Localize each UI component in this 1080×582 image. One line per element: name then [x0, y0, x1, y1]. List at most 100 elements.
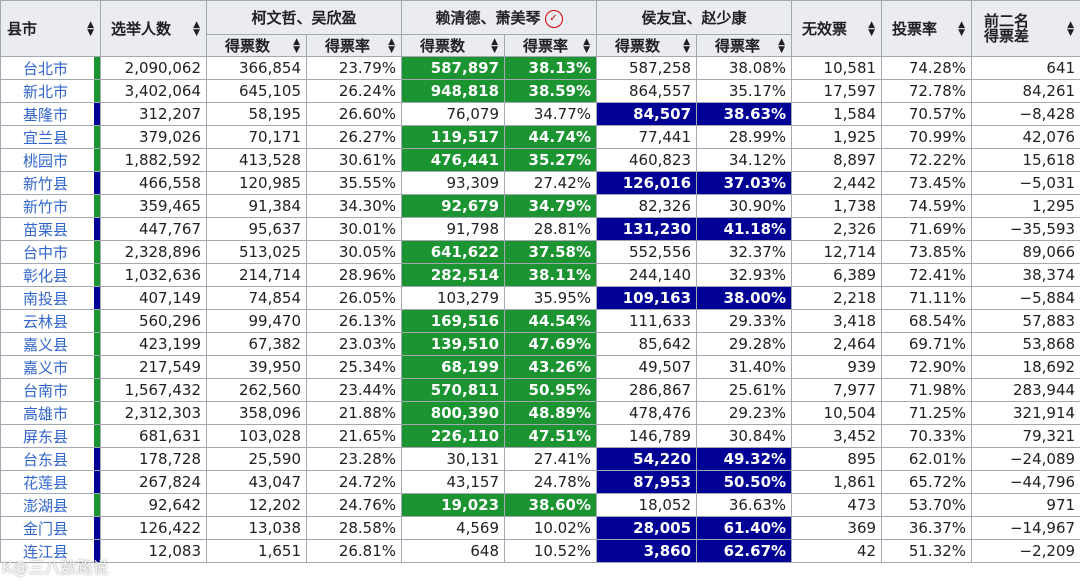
electorate-cell: 407,149: [100, 286, 207, 310]
sort-icon[interactable]: ▲ ▼: [388, 36, 396, 55]
hou-votes-cell: 146,789: [596, 424, 698, 448]
county-link[interactable]: 云林县: [0, 309, 101, 333]
county-link[interactable]: 桃园市: [0, 148, 101, 172]
turnout-cell: 72.90%: [881, 355, 973, 379]
sort-icon[interactable]: ▲ ▼: [778, 36, 786, 55]
hou-pct-cell: 31.40%: [696, 355, 793, 379]
winner-party-bar: [94, 126, 100, 148]
hou-pct-cell: 38.00%: [696, 286, 793, 310]
county-name: 台北市: [23, 59, 69, 78]
lai-pct-cell: 44.54%: [504, 309, 598, 333]
turnout-cell: 70.33%: [881, 424, 973, 448]
lai-pct-cell: 34.79%: [504, 194, 598, 218]
margin-cell: −44,796: [971, 470, 1080, 494]
lai-pct-header[interactable]: 得票率 ▲ ▼: [504, 34, 598, 57]
sort-icon[interactable]: ▲ ▼: [293, 36, 300, 55]
table-row: 台南市 1,567,432 262,560 23.44% 570,811 50.95% 28…: [0, 378, 1080, 402]
invalid-cell: 2,464: [791, 332, 883, 356]
ko-pct-header[interactable]: 得票率 ▲ ▼: [305, 34, 403, 57]
margin-cell: 15,618: [971, 148, 1080, 172]
lai-votes-header[interactable]: 得票数 ▲ ▼: [401, 34, 506, 57]
candidate-lai-header: 赖清德、萧美琴 ✓: [401, 0, 598, 35]
county-name: 苗栗县: [23, 220, 69, 239]
electorate-column-header[interactable]: 选举人数 ▲ ▼: [100, 0, 207, 57]
hou-votes-header[interactable]: 得票数 ▲ ▼: [596, 34, 698, 57]
sort-icon[interactable]: ▲ ▼: [193, 19, 200, 38]
margin-cell: 1,295: [971, 194, 1080, 218]
sort-icon[interactable]: ▲ ▼: [868, 19, 876, 38]
sort-icon[interactable]: ▲ ▼: [958, 19, 966, 38]
table-row: 南投县 407,149 74,854 26.05% 103,279 35.95% 109,1…: [0, 286, 1080, 310]
county-link[interactable]: 彰化县: [0, 263, 101, 287]
sort-icon[interactable]: ▲ ▼: [87, 19, 94, 38]
county-link[interactable]: 台中市: [0, 240, 101, 264]
lai-pct-cell: 50.95%: [504, 378, 598, 402]
table-row: 金门县 126,422 13,038 28.58% 4,569 10.02% 28,005 6…: [0, 516, 1080, 540]
county-link[interactable]: 连江县: [0, 539, 101, 563]
sort-icon[interactable]: ▲ ▼: [683, 36, 691, 55]
winner-party-bar: [94, 517, 100, 539]
winner-stamp-icon: ✓: [544, 9, 563, 28]
sort-icon[interactable]: ▲ ▼: [583, 36, 591, 55]
margin-column-header[interactable]: 前二名 得票差 ▲ ▼: [971, 0, 1080, 57]
lai-votes-cell: 570,811: [401, 378, 506, 402]
winner-party-bar: [94, 540, 100, 562]
county-link[interactable]: 新北市: [0, 79, 101, 103]
county-link[interactable]: 高雄市: [0, 401, 101, 425]
hou-votes-cell: 54,220: [596, 447, 698, 471]
hou-pct-cell: 41.18%: [696, 217, 793, 241]
county-link[interactable]: 嘉义县: [0, 332, 101, 356]
lai-votes-cell: 139,510: [401, 332, 506, 356]
county-link[interactable]: 新竹市: [0, 194, 101, 218]
electorate-cell: 379,026: [100, 125, 207, 149]
hou-pct-header[interactable]: 得票率 ▲ ▼: [696, 34, 793, 57]
electorate-cell: 12,083: [100, 539, 207, 563]
hou-votes-cell: 49,507: [596, 355, 698, 379]
lai-pct-cell: 35.95%: [504, 286, 598, 310]
margin-cell: 38,374: [971, 263, 1080, 287]
county-link[interactable]: 澎湖县: [0, 493, 101, 517]
county-column-header[interactable]: 县市 ▲ ▼: [0, 0, 101, 57]
table-row: 台东县 178,728 25,590 23.28% 30,131 27.41% 54,220…: [0, 447, 1080, 471]
table-row: 嘉义县 423,199 67,382 23.03% 139,510 47.69% 85,64…: [0, 332, 1080, 356]
county-link[interactable]: 花莲县: [0, 470, 101, 494]
turnout-column-header[interactable]: 投票率 ▲ ▼: [881, 0, 973, 57]
county-link[interactable]: 台南市: [0, 378, 101, 402]
electorate-cell: 267,824: [100, 470, 207, 494]
county-link[interactable]: 嘉义市: [0, 355, 101, 379]
county-link[interactable]: 苗栗县: [0, 217, 101, 241]
ko-votes-cell: 120,985: [206, 171, 307, 195]
table-row: 澎湖县 92,642 12,202 24.76% 19,023 38.60% 18,052 3…: [0, 493, 1080, 517]
ko-votes-cell: 67,382: [206, 332, 307, 356]
county-link[interactable]: 台北市: [0, 56, 101, 80]
county-header-label: 县市: [7, 20, 38, 38]
electorate-cell: 1,032,636: [100, 263, 207, 287]
sort-icon[interactable]: ▲ ▼: [491, 36, 499, 55]
invalid-cell: 7,977: [791, 378, 883, 402]
ko-pct-cell: 28.96%: [305, 263, 403, 287]
county-name: 金门县: [23, 519, 69, 538]
county-link[interactable]: 宜兰县: [0, 125, 101, 149]
sort-icon[interactable]: ▲ ▼: [1067, 19, 1075, 38]
county-name: 台中市: [23, 243, 69, 262]
ko-pct-cell: 24.72%: [305, 470, 403, 494]
ko-votes-header[interactable]: 得票数 ▲ ▼: [206, 34, 307, 57]
hou-pct-cell: 32.37%: [696, 240, 793, 264]
ko-pct-cell: 35.55%: [305, 171, 403, 195]
ko-votes-cell: 413,528: [206, 148, 307, 172]
ko-pct-cell: 21.65%: [305, 424, 403, 448]
invalid-column-header[interactable]: 无效票 ▲ ▼: [791, 0, 883, 57]
county-link[interactable]: 南投县: [0, 286, 101, 310]
county-link[interactable]: 金门县: [0, 516, 101, 540]
hou-votes-cell: 460,823: [596, 148, 698, 172]
margin-cell: 79,321: [971, 424, 1080, 448]
county-link[interactable]: 新竹县: [0, 171, 101, 195]
ko-pct-cell: 24.76%: [305, 493, 403, 517]
margin-cell: 57,883: [971, 309, 1080, 333]
county-link[interactable]: 屏东县: [0, 424, 101, 448]
invalid-cell: 1,584: [791, 102, 883, 126]
lai-pct-cell: 24.78%: [504, 470, 598, 494]
county-link[interactable]: 基隆市: [0, 102, 101, 126]
county-link[interactable]: 台东县: [0, 447, 101, 471]
ko-votes-cell: 103,028: [206, 424, 307, 448]
